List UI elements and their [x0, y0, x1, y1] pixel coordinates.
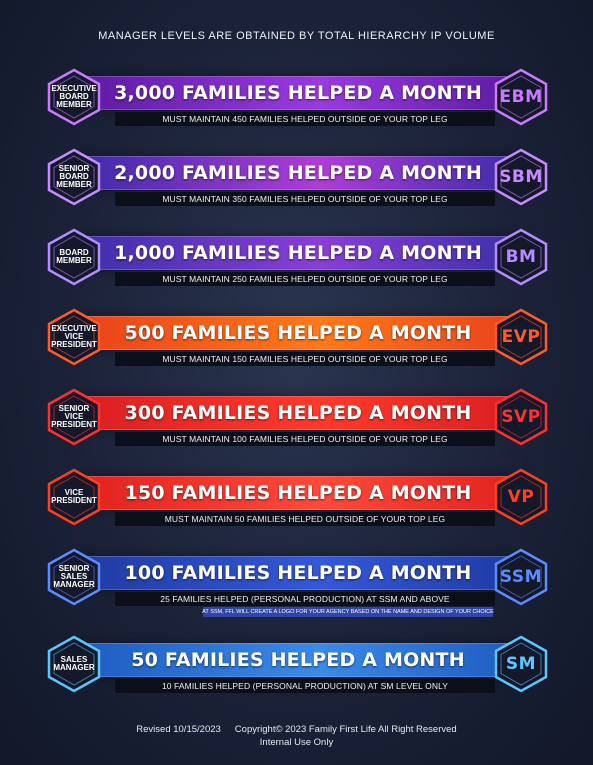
level-requirement: 25 FAMILIES HELPED (PERSONAL PRODUCTION)… [160, 594, 450, 604]
level-row: 500 FAMILIES HELPED A MONTH MUST MAINTAIN… [45, 306, 550, 374]
level-requirement: 10 FAMILIES HELPED (PERSONAL PRODUCTION)… [161, 681, 449, 691]
level-requirement: MUST MAINTAIN 350 FAMILIES HELPED OUTSID… [162, 194, 448, 204]
revised-date: Revised 10/15/2023 [136, 724, 221, 735]
level-headline: 150 FAMILIES HELPED A MONTH [124, 482, 472, 504]
rank-abbreviation: SM [505, 653, 537, 674]
level-headline: 3,000 FAMILIES HELPED A MONTH [114, 82, 482, 104]
level-row: 100 FAMILIES HELPED A MONTH 25 FAMILIES H… [45, 546, 550, 617]
level-row: 300 FAMILIES HELPED A MONTH MUST MAINTAIN… [45, 386, 550, 454]
rank-abbrev-hexagon-icon: SSM [492, 548, 550, 606]
rank-abbrev-hexagon-icon: SVP [492, 388, 550, 446]
rank-abbrev-hexagon-icon: SM [492, 635, 550, 693]
level-requirement: MUST MAINTAIN 150 FAMILIES HELPED OUTSID… [162, 354, 448, 364]
requirement-strip: MUST MAINTAIN 100 FAMILIES HELPED OUTSID… [115, 432, 495, 446]
level-banner: 300 FAMILIES HELPED A MONTH [73, 396, 523, 430]
requirement-strip: MUST MAINTAIN 450 FAMILIES HELPED OUTSID… [115, 112, 495, 126]
rank-badge-hexagon-icon: SENIOR VICE PRESIDENT [45, 388, 103, 446]
rank-badge-hexagon-icon: EXECUTIVE VICE PRESIDENT [45, 308, 103, 366]
rank-badge-hexagon-icon: SALES MANAGER [45, 635, 103, 693]
level-headline: 100 FAMILIES HELPED A MONTH [124, 562, 472, 584]
level-headline: 500 FAMILIES HELPED A MONTH [124, 322, 472, 344]
rank-badge-hexagon-icon: EXECUTIVE BOARD MEMBER [45, 68, 103, 126]
rank-abbreviation: SSM [499, 566, 543, 587]
rank-abbrev-hexagon-icon: BM [492, 228, 550, 286]
rank-badge-hexagon-icon: SENIOR BOARD MEMBER [45, 148, 103, 206]
level-banner: 2,000 FAMILIES HELPED A MONTH [73, 156, 523, 190]
rank-abbrev-hexagon-icon: SBM [492, 148, 550, 206]
rank-abbreviation: EBM [499, 86, 543, 107]
rank-badge-label: VICE PRESIDENT [51, 488, 97, 505]
internal-use-label: Internal Use Only [259, 737, 334, 748]
rank-abbrev-hexagon-icon: EVP [492, 308, 550, 366]
rank-abbreviation: VP [507, 486, 535, 507]
level-headline: 2,000 FAMILIES HELPED A MONTH [114, 162, 482, 184]
level-row: 50 FAMILIES HELPED A MONTH 10 FAMILIES HE… [45, 633, 550, 701]
level-requirement: MUST MAINTAIN 100 FAMILIES HELPED OUTSID… [162, 434, 448, 444]
rank-badge-label: SENIOR SALES MANAGER [53, 564, 95, 589]
level-row: 3,000 FAMILIES HELPED A MONTH MUST MAINTA… [45, 66, 550, 134]
level-banner: 1,000 FAMILIES HELPED A MONTH [73, 236, 523, 270]
level-banner: 150 FAMILIES HELPED A MONTH [73, 476, 523, 510]
rank-abbreviation: SBM [499, 166, 543, 187]
copyright-text: Copyright© 2023 Family First Life All Ri… [234, 724, 457, 735]
rank-badge-label: BOARD MEMBER [56, 248, 92, 265]
level-banner: 50 FAMILIES HELPED A MONTH [73, 643, 523, 677]
level-row: 1,000 FAMILIES HELPED A MONTH MUST MAINTA… [45, 226, 550, 294]
requirement-strip: 25 FAMILIES HELPED (PERSONAL PRODUCTION)… [115, 592, 495, 606]
page-title: MANAGER LEVELS ARE OBTAINED BY TOTAL HIE… [98, 30, 495, 42]
rank-abbreviation: BM [505, 246, 537, 267]
level-note-text: AT SSM, FFL WILL CREATE A LOGO FOR YOUR … [202, 609, 494, 615]
level-note: AT SSM, FFL WILL CREATE A LOGO FOR YOUR … [202, 607, 494, 617]
level-row: 2,000 FAMILIES HELPED A MONTH MUST MAINTA… [45, 146, 550, 214]
rank-badge-label: EXECUTIVE BOARD MEMBER [51, 84, 97, 109]
rank-badge-label: SALES MANAGER [53, 655, 95, 672]
level-headline: 300 FAMILIES HELPED A MONTH [124, 402, 472, 424]
level-banner: 3,000 FAMILIES HELPED A MONTH [73, 76, 523, 110]
rank-badge-label: EXECUTIVE VICE PRESIDENT [51, 324, 97, 349]
rank-badge-label: SENIOR BOARD MEMBER [56, 164, 92, 189]
requirement-strip: MUST MAINTAIN 350 FAMILIES HELPED OUTSID… [115, 192, 495, 206]
rank-abbrev-hexagon-icon: VP [492, 468, 550, 526]
level-requirement: MUST MAINTAIN 450 FAMILIES HELPED OUTSID… [162, 114, 448, 124]
requirement-strip: MUST MAINTAIN 50 FAMILIES HELPED OUTSIDE… [115, 512, 495, 526]
footer: Revised 10/15/2023 Copyright© 2023 Family… [0, 723, 593, 749]
level-headline: 1,000 FAMILIES HELPED A MONTH [114, 242, 482, 264]
rank-badge-hexagon-icon: VICE PRESIDENT [45, 468, 103, 526]
rank-abbreviation: EVP [501, 326, 541, 347]
level-requirement: MUST MAINTAIN 250 FAMILIES HELPED OUTSID… [162, 274, 448, 284]
rank-abbrev-hexagon-icon: EBM [492, 68, 550, 126]
requirement-strip: 10 FAMILIES HELPED (PERSONAL PRODUCTION)… [115, 679, 495, 693]
level-headline: 50 FAMILIES HELPED A MONTH [131, 649, 465, 671]
rank-badge-hexagon-icon: SENIOR SALES MANAGER [45, 548, 103, 606]
requirement-strip: MUST MAINTAIN 150 FAMILIES HELPED OUTSID… [115, 352, 495, 366]
rank-abbreviation: SVP [501, 406, 541, 427]
requirement-strip: MUST MAINTAIN 250 FAMILIES HELPED OUTSID… [115, 272, 495, 286]
rank-badge-label: SENIOR VICE PRESIDENT [51, 404, 97, 429]
level-banner: 500 FAMILIES HELPED A MONTH [73, 316, 523, 350]
level-row: 150 FAMILIES HELPED A MONTH MUST MAINTAIN… [45, 466, 550, 534]
rank-badge-hexagon-icon: BOARD MEMBER [45, 228, 103, 286]
level-banner: 100 FAMILIES HELPED A MONTH [73, 556, 523, 590]
level-requirement: MUST MAINTAIN 50 FAMILIES HELPED OUTSIDE… [164, 514, 446, 524]
